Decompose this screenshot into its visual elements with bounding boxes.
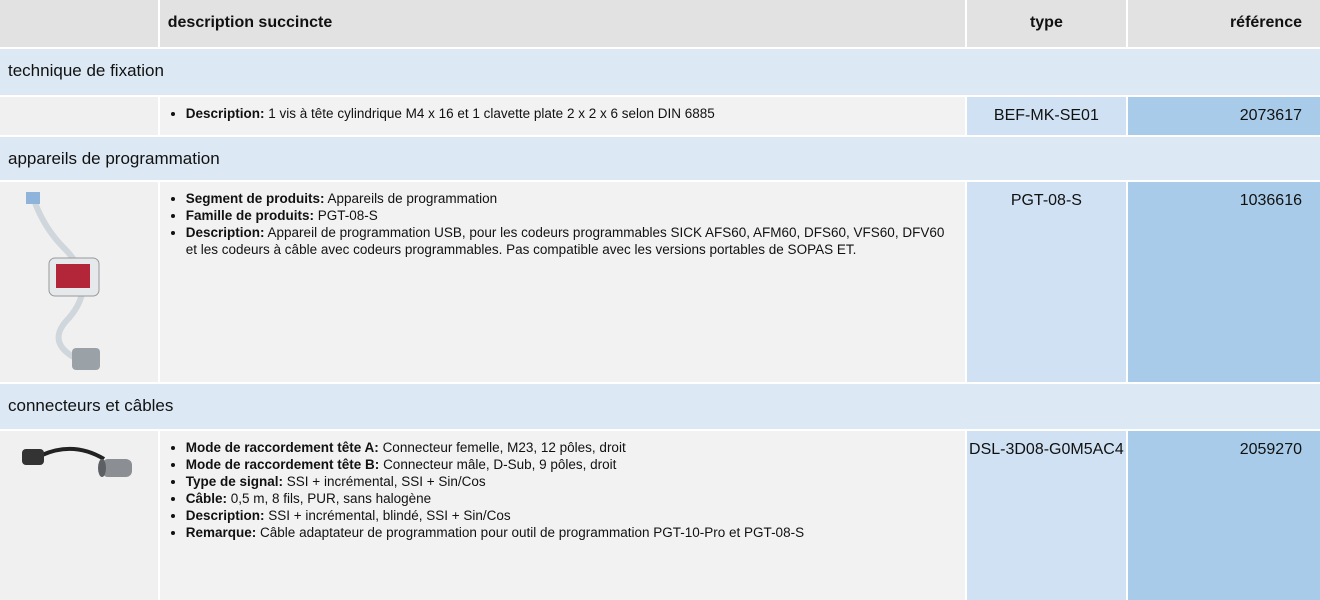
bullet-label: Type de signal: xyxy=(185,474,284,489)
bullet-text: Câble adaptateur de programmation pour o… xyxy=(260,525,805,540)
bullet-list: Segment de produits: Appareils de progra… xyxy=(168,190,957,258)
image-cell xyxy=(0,97,158,135)
header-reference: référence xyxy=(1128,0,1320,47)
bullet-label: Câble: xyxy=(185,491,228,506)
bullet: Remarque: Câble adaptateur de programmat… xyxy=(186,524,957,541)
bullet-list: Description: 1 vis à tête cylindrique M4… xyxy=(168,105,957,122)
bullet-text: 1 vis à tête cylindrique M4 x 16 et 1 cl… xyxy=(268,106,715,121)
reference-cell: 2059270 xyxy=(1128,431,1320,600)
bullet-label: Famille de produits: xyxy=(185,208,315,223)
section-title: appareils de programmation xyxy=(0,137,1320,180)
type-cell: BEF-MK-SE01 xyxy=(966,97,1127,135)
type-cell: DSL-3D08-G0M5AC4 xyxy=(966,431,1127,600)
description-cell: Segment de produits: Appareils de progra… xyxy=(159,182,965,382)
table-body: technique de fixation Description: 1 vis … xyxy=(0,49,1320,600)
bullet: Segment de produits: Appareils de progra… xyxy=(186,190,957,207)
bullet-text: 0,5 m, 8 fils, PUR, sans halogène xyxy=(230,491,432,506)
bullet-list: Mode de raccordement tête A: Connecteur … xyxy=(168,439,957,541)
bullet-text: Connecteur mâle, D-Sub, 9 pôles, droit xyxy=(383,457,617,472)
bullet-label: Description: xyxy=(185,106,265,121)
bullet-label: Remarque: xyxy=(185,525,257,540)
bullet-label: Description: xyxy=(185,225,265,240)
bullet: Câble: 0,5 m, 8 fils, PUR, sans halogène xyxy=(186,490,957,507)
header-type: type xyxy=(966,0,1127,47)
section-title: technique de fixation xyxy=(0,49,1320,95)
cable-image xyxy=(22,446,132,477)
bullet-text: PGT-08-S xyxy=(317,208,378,223)
header-description: description succincte xyxy=(159,0,965,47)
item-row: Description: 1 vis à tête cylindrique M4… xyxy=(0,97,1320,135)
bullet-label: Segment de produits: xyxy=(185,191,325,206)
bullet: Description: Appareil de programmation U… xyxy=(186,224,957,258)
bullet: Mode de raccordement tête B: Connecteur … xyxy=(186,456,957,473)
programmer-image xyxy=(26,192,100,370)
bullet-label: Mode de raccordement tête A: xyxy=(185,440,379,455)
header-image-cell xyxy=(0,0,158,47)
item-row: Mode de raccordement tête A: Connecteur … xyxy=(0,431,1320,600)
bullet-label: Description: xyxy=(185,508,265,523)
bullet-text: Connecteur femelle, M23, 12 pôles, droit xyxy=(382,440,626,455)
description-cell: Mode de raccordement tête A: Connecteur … xyxy=(159,431,965,600)
bullet-text: SSI + incrémental, blindé, SSI + Sin/Cos xyxy=(268,508,511,523)
bullet: Description: SSI + incrémental, blindé, … xyxy=(186,507,957,524)
bullet-text: Appareil de programmation USB, pour les … xyxy=(185,225,945,257)
image-cell xyxy=(0,182,158,382)
bullet: Mode de raccordement tête A: Connecteur … xyxy=(186,439,957,456)
bullet: Description: 1 vis à tête cylindrique M4… xyxy=(186,105,957,122)
header-row: description succincte type référence xyxy=(0,0,1320,47)
type-cell: PGT-08-S xyxy=(966,182,1127,382)
image-cell xyxy=(0,431,158,600)
reference-cell: 1036616 xyxy=(1128,182,1320,382)
bullet-label: Mode de raccordement tête B: xyxy=(185,457,380,472)
bullet-text: SSI + incrémental, SSI + Sin/Cos xyxy=(286,474,486,489)
bullet: Type de signal: SSI + incrémental, SSI +… xyxy=(186,473,957,490)
item-row: Segment de produits: Appareils de progra… xyxy=(0,182,1320,382)
reference-cell: 2073617 xyxy=(1128,97,1320,135)
bullet: Famille de produits: PGT-08-S xyxy=(186,207,957,224)
bullet-text: Appareils de programmation xyxy=(327,191,498,206)
section-title: connecteurs et câbles xyxy=(0,384,1320,429)
description-cell: Description: 1 vis à tête cylindrique M4… xyxy=(159,97,965,135)
